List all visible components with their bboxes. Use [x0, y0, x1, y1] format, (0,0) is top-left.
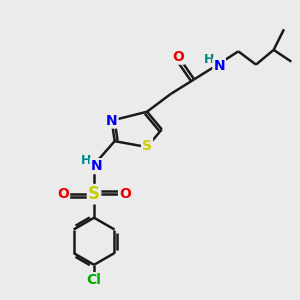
Text: H: H — [81, 154, 91, 167]
Text: O: O — [172, 50, 184, 64]
Text: N: N — [91, 159, 102, 173]
Text: H: H — [204, 53, 215, 66]
Text: O: O — [57, 187, 69, 201]
Text: N: N — [213, 59, 225, 73]
Text: O: O — [119, 187, 131, 201]
Text: S: S — [88, 185, 100, 203]
Text: Cl: Cl — [87, 273, 101, 287]
Text: S: S — [142, 139, 152, 153]
Text: N: N — [106, 114, 118, 128]
